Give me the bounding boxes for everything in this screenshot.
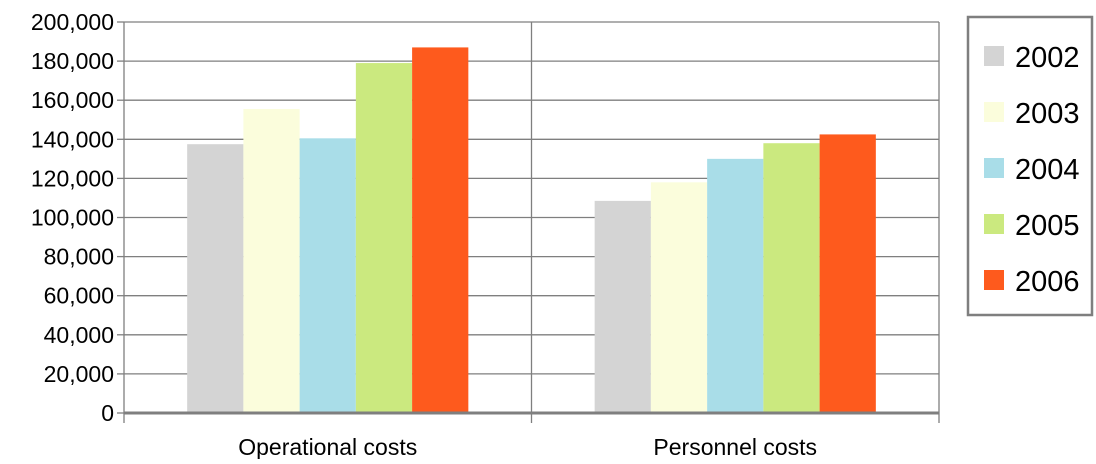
y-tick-label: 60,000 bbox=[44, 283, 114, 309]
y-tick-label: 120,000 bbox=[31, 165, 114, 191]
y-tick-labels: 0 20,000 40,000 60,000 80,000 100,000 120,000 1… bbox=[31, 9, 114, 426]
legend-swatch bbox=[984, 158, 1004, 178]
legend-swatch bbox=[984, 46, 1004, 66]
x-tick-labels: Operational costs Personnel costs bbox=[238, 434, 817, 460]
bar-2002-operational-costs bbox=[187, 144, 244, 413]
legend-swatch bbox=[984, 214, 1004, 234]
legend-label: 2006 bbox=[1015, 266, 1080, 298]
bar-2006-personnel-costs bbox=[819, 134, 876, 413]
bar-2006-operational-costs bbox=[412, 47, 469, 413]
y-tick-label: 20,000 bbox=[44, 361, 114, 387]
bar-2005-operational-costs bbox=[355, 63, 413, 414]
bars bbox=[187, 47, 876, 414]
y-tick-label: 200,000 bbox=[31, 9, 114, 35]
axes bbox=[117, 21, 940, 423]
y-tick-label: 80,000 bbox=[44, 244, 114, 270]
y-tick-label: 140,000 bbox=[31, 126, 114, 152]
y-tick-label: 40,000 bbox=[44, 322, 114, 348]
legend-label: 2004 bbox=[1015, 154, 1080, 186]
bar-2002-personnel-costs bbox=[594, 200, 651, 413]
legend-swatch bbox=[984, 270, 1004, 290]
x-category-label: Operational costs bbox=[238, 434, 417, 459]
bar-2005-personnel-costs bbox=[763, 143, 820, 413]
y-tick-label: 160,000 bbox=[31, 87, 114, 113]
bar-2003-operational-costs bbox=[243, 108, 300, 413]
legend: 2002 2003 2004 2005 2006 bbox=[966, 15, 1094, 317]
x-category-label: Personnel costs bbox=[653, 434, 817, 459]
legend-label: 2005 bbox=[1015, 210, 1080, 242]
y-tick-label: 0 bbox=[101, 400, 114, 426]
y-tick-label: 100,000 bbox=[31, 205, 114, 231]
legend-label: 2003 bbox=[1015, 98, 1080, 130]
legend-swatch bbox=[984, 102, 1004, 122]
y-tick-label: 180,000 bbox=[31, 48, 114, 74]
bar-2004-operational-costs bbox=[299, 138, 356, 413]
bar-2004-personnel-costs bbox=[707, 158, 764, 413]
bar-2003-personnel-costs bbox=[650, 182, 708, 413]
legend-label: 2002 bbox=[1015, 42, 1080, 74]
